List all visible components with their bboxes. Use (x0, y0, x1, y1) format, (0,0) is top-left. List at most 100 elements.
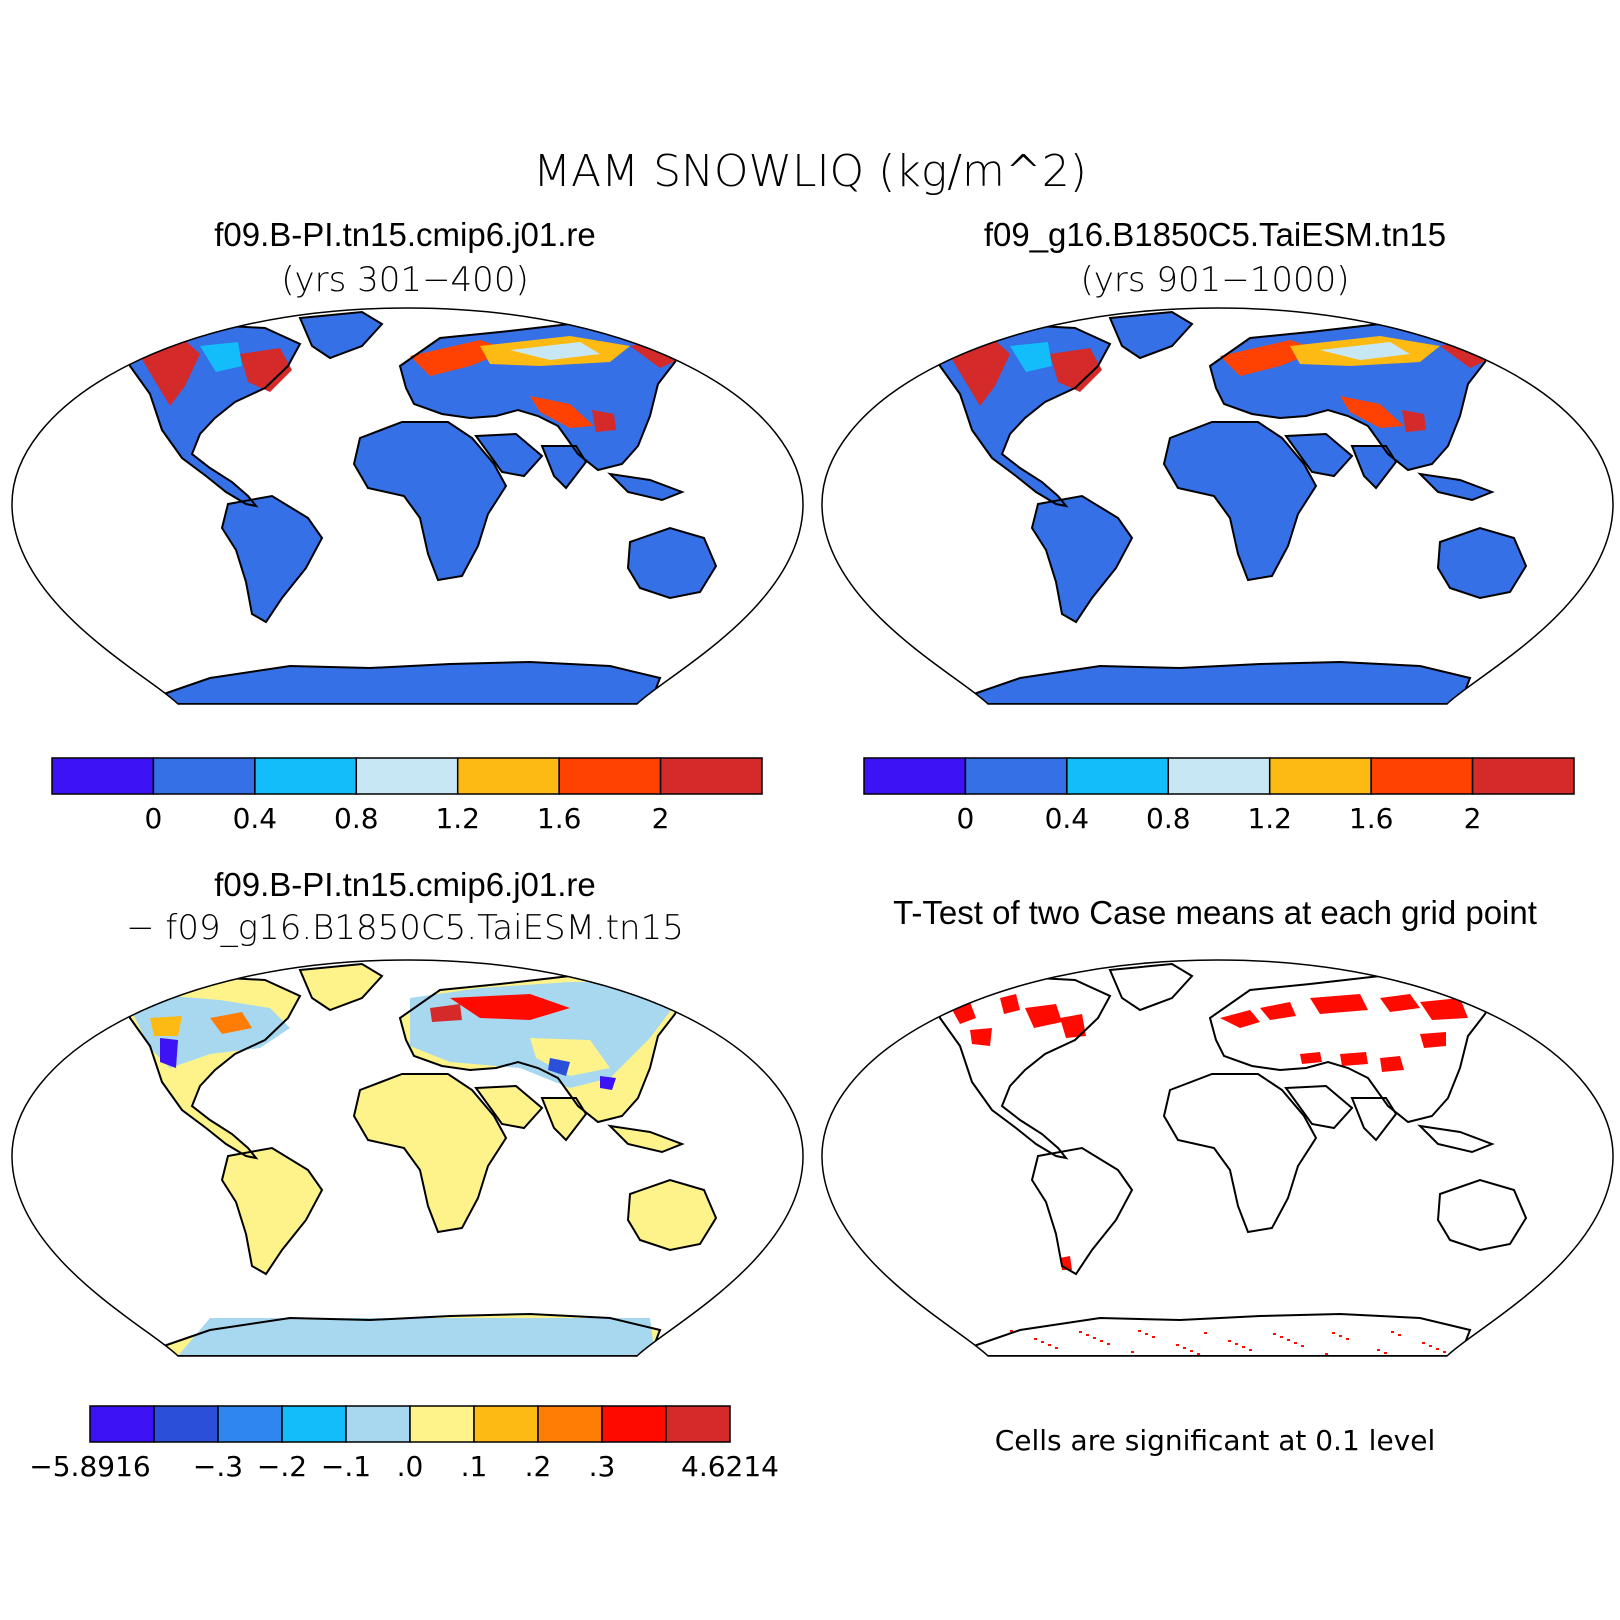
significant-cells (970, 1028, 992, 1046)
coastline (626, 526, 718, 600)
coastline (1417, 472, 1495, 502)
coastline (1162, 1073, 1318, 1234)
land-region (1438, 1180, 1526, 1250)
colorbar-label: 0.8 (334, 802, 379, 835)
map-frame (11, 959, 804, 1357)
significant-cell (1145, 1333, 1148, 1335)
coastline (1162, 421, 1318, 582)
coastline (1030, 494, 1134, 624)
coastline (965, 660, 1472, 704)
figure-title: MAM SNOWLIQ (kg/m^2) (533, 146, 1087, 197)
diff-region (210, 1012, 252, 1034)
significant-cells (1025, 1004, 1062, 1028)
land-region (1420, 474, 1492, 500)
significant-cell (1079, 1331, 1082, 1333)
colorbar-label: 1.6 (537, 802, 582, 835)
colorbar-box (1471, 757, 1575, 795)
colorbar-label: −.1 (321, 1450, 371, 1483)
colorbar-box (89, 1405, 155, 1443)
colorbar-box (345, 1405, 411, 1443)
significant-cell (1152, 1336, 1155, 1338)
coastline (965, 1312, 1472, 1356)
snow-region (1340, 396, 1404, 428)
significant-cells (1420, 998, 1468, 1020)
colorbar-label: 4.6214 (681, 1450, 779, 1483)
significant-cell (1332, 1332, 1335, 1334)
significant-cell (1107, 1343, 1110, 1345)
land-region (300, 312, 382, 358)
significant-cell (1398, 1334, 1401, 1336)
significant-cells (1300, 1052, 1322, 1064)
significant-cells (1220, 1010, 1260, 1028)
significant-cells (1000, 994, 1020, 1014)
land-region (354, 422, 506, 580)
significant-cell (1429, 1345, 1432, 1347)
colorbar-box (1370, 757, 1474, 795)
colorbar-box (281, 1405, 347, 1443)
land-region (1438, 528, 1526, 598)
coastline (298, 310, 384, 360)
coastline (607, 472, 685, 502)
land-region (1352, 446, 1396, 488)
significant-cell (1041, 1341, 1044, 1343)
significant-cell (1204, 1332, 1207, 1334)
significant-cell (1176, 1344, 1179, 1346)
colorbar-box (51, 757, 155, 795)
coastline (607, 1124, 685, 1154)
coastline (1350, 445, 1398, 490)
colorbar-box (558, 757, 662, 795)
land-region (542, 1098, 586, 1140)
diff-region (450, 994, 570, 1020)
coastline (155, 1312, 662, 1356)
coastline (1350, 1097, 1398, 1142)
panel-title-top-left: f09.B-PI.tn15.cmip6.j01.re (214, 216, 596, 253)
colorbar-bottom-left: −5.8916 −.3 −.2 −.1 .0 .1 .2 .3 4.6214 (29, 1405, 779, 1483)
panel-title-bottom-right: T-Test of two Case means at each grid po… (893, 894, 1537, 931)
coastline (474, 1084, 544, 1130)
significant-cell (1325, 1353, 1328, 1355)
coastline (298, 962, 384, 1012)
land-region (354, 1074, 506, 1232)
land-region (610, 1126, 682, 1152)
land-region (542, 446, 586, 488)
coastline (129, 322, 302, 508)
significant-cell (1190, 1350, 1193, 1352)
diff-region (160, 1038, 178, 1068)
coastline (220, 1146, 324, 1276)
land-region (158, 662, 660, 704)
land-region (940, 976, 1110, 1158)
significant-cell (1391, 1331, 1394, 1333)
colorbar-box (153, 1405, 219, 1443)
colorbar-label: 1.6 (1349, 802, 1394, 835)
diff-region (600, 1076, 616, 1090)
diff-region (430, 1004, 462, 1022)
land-region (1286, 434, 1352, 476)
colorbar-box (601, 1405, 667, 1443)
significant-cell (1249, 1349, 1252, 1351)
land-region (1352, 1098, 1396, 1140)
panel-title-bottom-left: f09.B-PI.tn15.cmip6.j01.re (214, 866, 596, 903)
significant-cells (1380, 994, 1420, 1012)
land-region (968, 662, 1470, 704)
diff-region (530, 1038, 610, 1076)
significant-cell (1010, 1330, 1013, 1332)
panel-subtitle-top-left: (yrs 301−400) (281, 260, 529, 300)
map-bottom-right (821, 959, 1614, 1357)
diff-region (178, 1318, 655, 1356)
significant-cell (1377, 1349, 1380, 1351)
coastline (1284, 432, 1354, 478)
land-region (476, 434, 542, 476)
snow-region (592, 410, 616, 432)
significant-cell (1055, 1347, 1058, 1349)
significant-cell (1100, 1340, 1103, 1342)
diff-region (150, 1016, 182, 1036)
significant-cell (1034, 1338, 1037, 1340)
colorbar-box (863, 757, 967, 795)
snow-region (1050, 348, 1102, 392)
coastline (540, 445, 588, 490)
colorbar-label: −.2 (257, 1450, 307, 1483)
colorbar-label: 0.8 (1146, 802, 1191, 835)
panel-subtitle-bottom-left: − f09_g16.B1850C5.TaiESM.tn15 (126, 908, 684, 948)
coastline (626, 1178, 718, 1252)
panel-title-top-right: f09_g16.B1850C5.TaiESM.tn15 (983, 216, 1447, 253)
